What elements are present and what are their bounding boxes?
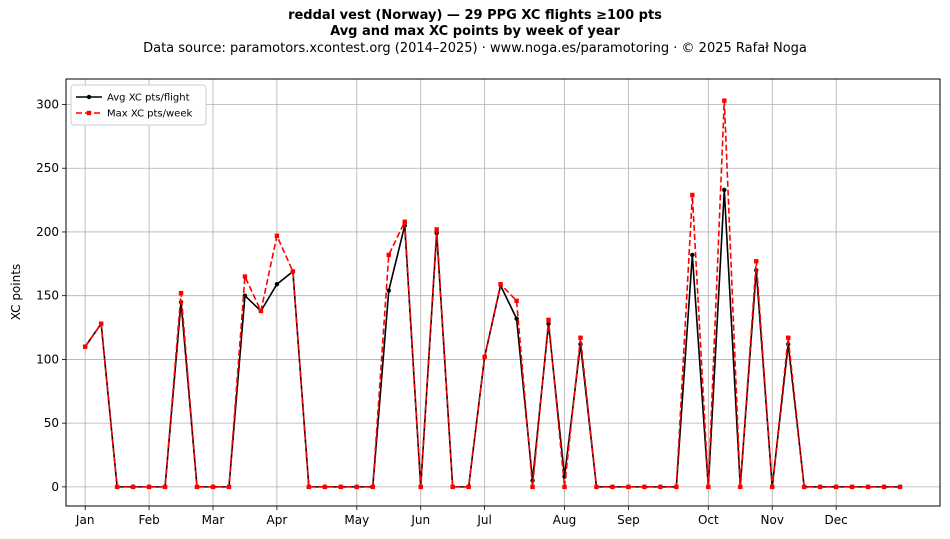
- data-point: [865, 484, 871, 490]
- data-point: [754, 259, 759, 264]
- y-tick-label: 50: [44, 416, 59, 430]
- data-point: [642, 484, 647, 490]
- y-tick-label: 150: [36, 289, 59, 303]
- data-point: [594, 484, 599, 490]
- data-point: [674, 484, 679, 490]
- data-point: [370, 484, 375, 490]
- data-point: [466, 484, 471, 490]
- x-tick-label: Dec: [825, 513, 848, 527]
- y-tick-label: 100: [36, 352, 59, 366]
- data-point: [738, 484, 743, 490]
- data-point: [690, 192, 695, 198]
- series-layer: [82, 98, 903, 490]
- data-point: [897, 484, 903, 490]
- data-point: [706, 484, 711, 490]
- plot-frame: [65, 78, 941, 507]
- x-tick-label: Oct: [698, 513, 719, 527]
- y-tick-label: 300: [36, 97, 59, 111]
- axes: 0 50 100 150 200 250 300 Jan Feb Mar Apr May Jun Jul A…: [36, 97, 848, 527]
- data-point: [881, 484, 887, 490]
- x-tick-label: Feb: [138, 513, 159, 527]
- data-point: [722, 187, 727, 193]
- x-tick-label: Sep: [617, 513, 640, 527]
- data-point: [833, 484, 839, 490]
- data-point: [849, 484, 855, 490]
- data-point: [194, 484, 200, 490]
- data-point: [722, 98, 727, 103]
- series-line: [84, 99, 901, 488]
- chart-title: reddal vest (Norway) — 29 PPG XC flights…: [288, 8, 662, 23]
- chart-source: Data source: paramotors.xcontest.org (20…: [143, 41, 807, 56]
- y-axis-label: XC points: [9, 264, 23, 320]
- legend-label: Max XC pts/week: [107, 109, 192, 120]
- data-point: [274, 233, 280, 238]
- data-point: [770, 484, 775, 490]
- x-tick-label: Apr: [267, 513, 288, 527]
- legend-box: [70, 84, 207, 126]
- data-point: [338, 484, 344, 490]
- data-point: [562, 484, 567, 490]
- chart-subtitle: Avg and max XC points by week of year: [330, 24, 620, 39]
- data-point: [482, 354, 487, 360]
- data-point: [146, 484, 152, 490]
- data-point: [450, 484, 455, 490]
- data-point: [626, 484, 631, 490]
- data-point: [546, 317, 551, 323]
- data-point: [498, 282, 503, 287]
- data-point: [546, 321, 551, 326]
- gridlines: [66, 79, 940, 506]
- x-tick-label: Nov: [761, 513, 784, 527]
- legend-label: Avg XC pts/flight: [107, 93, 190, 104]
- data-point: [306, 484, 312, 490]
- title-block: reddal vest (Norway) — 29 PPG XC flights…: [0, 8, 950, 57]
- data-point: [322, 484, 328, 490]
- data-point: [290, 269, 296, 274]
- data-point: [178, 290, 184, 296]
- data-point: [514, 298, 519, 303]
- data-point: [578, 335, 583, 340]
- data-point: [82, 344, 88, 349]
- data-point: [258, 308, 264, 314]
- x-tick-label: May: [344, 513, 369, 527]
- data-point: [801, 484, 807, 490]
- data-point: [402, 219, 407, 224]
- data-point: [210, 484, 216, 490]
- data-point: [610, 484, 615, 490]
- legend-marker: [86, 110, 92, 116]
- legend-marker: [86, 94, 92, 100]
- x-tick-label: Jan: [75, 513, 95, 527]
- y-tick-label: 250: [36, 161, 59, 175]
- data-point: [226, 484, 232, 490]
- data-point: [817, 484, 823, 490]
- data-point: [274, 282, 280, 287]
- data-point: [242, 274, 248, 279]
- data-point: [530, 484, 535, 490]
- x-tick-label: Aug: [553, 513, 576, 527]
- data-point: [162, 484, 168, 490]
- data-point: [418, 484, 423, 490]
- legend: Avg XC pts/flight Max XC pts/week: [70, 84, 207, 126]
- x-tick-label: Jul: [476, 513, 491, 527]
- data-point: [658, 484, 663, 490]
- data-point: [98, 321, 104, 326]
- data-point: [130, 484, 136, 490]
- data-point: [434, 227, 439, 232]
- data-point: [354, 484, 360, 490]
- data-point: [114, 484, 120, 490]
- data-point: [386, 288, 391, 293]
- data-point: [786, 335, 791, 340]
- x-tick-label: Jun: [410, 513, 430, 527]
- data-point: [690, 252, 695, 258]
- data-point: [386, 252, 391, 258]
- series-line: [84, 189, 901, 488]
- y-tick-label: 200: [36, 225, 59, 239]
- x-tick-label: Mar: [202, 513, 225, 527]
- y-tick-label: 0: [51, 480, 59, 494]
